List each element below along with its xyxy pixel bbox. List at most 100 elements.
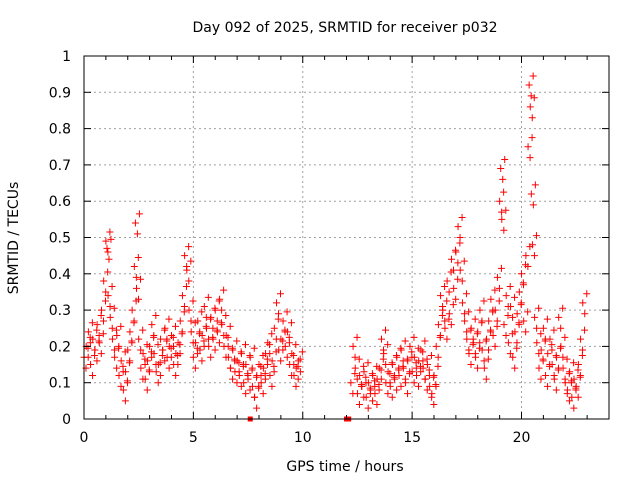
data-point bbox=[456, 266, 464, 274]
data-point bbox=[148, 353, 156, 361]
data-point bbox=[119, 386, 127, 394]
data-point bbox=[465, 308, 473, 316]
data-point bbox=[176, 317, 184, 325]
data-point bbox=[531, 313, 539, 321]
data-point bbox=[255, 382, 263, 390]
data-point bbox=[544, 350, 552, 358]
data-point bbox=[86, 339, 94, 347]
data-point bbox=[563, 355, 571, 363]
data-point bbox=[377, 375, 385, 383]
y-tick-label: 0.2 bbox=[49, 339, 71, 355]
data-point bbox=[117, 382, 125, 390]
data-point bbox=[574, 361, 582, 369]
data-point bbox=[102, 237, 110, 245]
data-point bbox=[110, 304, 118, 312]
data-point bbox=[99, 330, 107, 338]
data-point bbox=[270, 324, 278, 332]
data-point bbox=[121, 397, 129, 405]
data-point bbox=[187, 317, 195, 325]
data-point bbox=[128, 306, 136, 314]
data-point bbox=[246, 386, 254, 394]
data-point bbox=[542, 371, 550, 379]
data-point bbox=[489, 332, 497, 340]
data-point bbox=[480, 357, 488, 365]
data-point bbox=[89, 335, 97, 343]
data-point bbox=[257, 379, 265, 387]
data-point bbox=[496, 197, 504, 205]
data-point bbox=[165, 364, 173, 372]
data-point bbox=[148, 321, 156, 329]
grid-lines bbox=[84, 56, 609, 419]
data-point bbox=[537, 375, 545, 383]
data-point bbox=[524, 308, 532, 316]
data-point bbox=[242, 341, 249, 349]
data-point bbox=[529, 72, 537, 80]
data-point bbox=[502, 332, 510, 340]
data-point bbox=[566, 368, 574, 376]
data-point bbox=[143, 386, 151, 394]
data-point bbox=[364, 359, 372, 367]
data-point bbox=[375, 364, 383, 372]
data-point bbox=[174, 361, 182, 369]
data-point bbox=[367, 386, 375, 394]
data-point bbox=[377, 366, 385, 374]
data-point bbox=[362, 393, 370, 401]
data-point bbox=[131, 219, 139, 227]
data-point bbox=[135, 295, 142, 303]
chart-title: Day 092 of 2025, SRMTID for receiver p03… bbox=[192, 20, 497, 36]
data-point bbox=[432, 382, 440, 390]
data-point bbox=[491, 342, 499, 350]
data-point bbox=[533, 339, 541, 347]
data-point bbox=[169, 333, 177, 341]
data-point bbox=[511, 364, 519, 372]
data-point bbox=[364, 379, 372, 387]
data-point bbox=[458, 277, 466, 285]
data-point bbox=[224, 333, 232, 341]
data-point bbox=[428, 390, 436, 398]
data-point bbox=[187, 328, 195, 336]
data-point bbox=[531, 181, 539, 189]
data-point bbox=[181, 252, 189, 260]
data-point bbox=[463, 328, 471, 336]
data-point bbox=[570, 359, 578, 367]
data-point bbox=[174, 339, 182, 347]
data-point bbox=[537, 346, 545, 354]
data-point bbox=[139, 326, 147, 334]
data-point bbox=[277, 357, 285, 365]
data-point bbox=[388, 361, 396, 369]
data-point bbox=[493, 317, 501, 325]
data-point bbox=[266, 371, 274, 379]
data-point bbox=[436, 332, 444, 340]
data-point bbox=[294, 375, 302, 383]
data-point bbox=[198, 332, 206, 340]
data-point bbox=[443, 277, 451, 285]
data-point bbox=[196, 328, 204, 336]
data-point bbox=[495, 297, 503, 305]
data-point bbox=[279, 337, 287, 345]
data-point bbox=[185, 306, 193, 314]
data-point bbox=[570, 375, 578, 383]
data-point bbox=[535, 350, 543, 358]
data-point bbox=[544, 382, 552, 390]
data-point bbox=[154, 361, 162, 369]
data-point bbox=[98, 306, 105, 314]
data-point bbox=[292, 382, 300, 390]
x-tick-label: 20 bbox=[513, 430, 531, 446]
data-point bbox=[524, 143, 532, 151]
data-point bbox=[421, 375, 429, 383]
data-point bbox=[509, 353, 517, 361]
data-point bbox=[528, 134, 536, 142]
data-point bbox=[579, 346, 587, 354]
data-point bbox=[224, 342, 232, 350]
data-point bbox=[386, 382, 394, 390]
data-point bbox=[250, 344, 258, 352]
data-point bbox=[500, 188, 508, 196]
data-point bbox=[137, 364, 145, 372]
data-point bbox=[399, 364, 407, 372]
data-point bbox=[106, 228, 114, 236]
data-point bbox=[574, 393, 582, 401]
data-point bbox=[530, 94, 538, 102]
data-point bbox=[191, 364, 199, 372]
data-point bbox=[384, 368, 392, 376]
